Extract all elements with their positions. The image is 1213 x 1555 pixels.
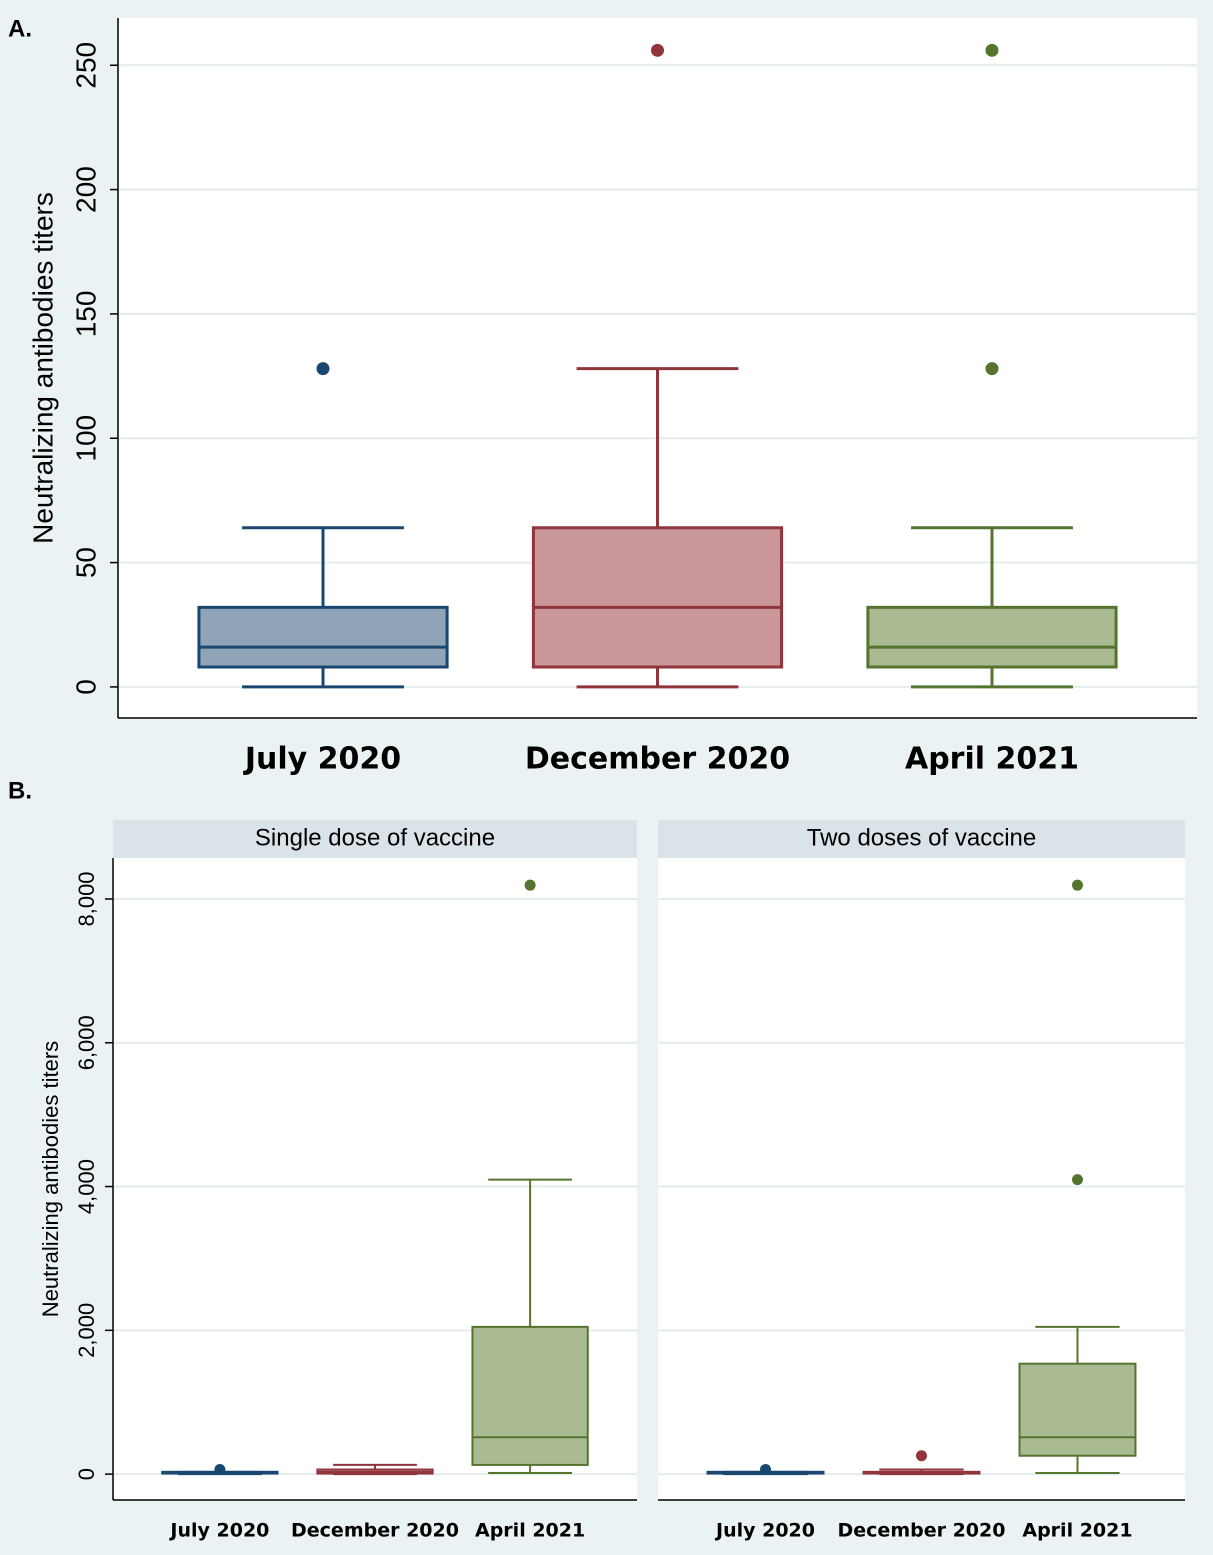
x-tick-label: April 2021 [475,1520,585,1542]
y-tick-label: 6,000 [74,1015,99,1070]
y-tick-label: 2,000 [74,1303,99,1358]
y-tick-label: 250 [70,42,101,89]
x-tick-label: December 2020 [838,1520,1006,1542]
outlier [916,1450,927,1462]
outlier [214,1464,226,1476]
facet-strip [658,820,1185,858]
y-axis-title: Neutralizing antibodies titers [38,1041,63,1317]
box [1018,1362,1137,1457]
y-tick-label: 8,000 [74,871,99,926]
y-tick-label: 100 [70,415,101,462]
y-axis-title: Neutralizing antibodies titers [27,192,58,544]
x-tick-label: July 2020 [168,1520,269,1542]
box [531,526,784,669]
y-tick-label: 200 [70,166,101,213]
box [471,1325,589,1466]
outlier [985,362,999,376]
x-tick-label: April 2021 [1022,1520,1132,1542]
x-tick-label: December 2020 [291,1520,459,1542]
x-tick-label: April 2021 [905,742,1079,777]
y-tick-label: 50 [70,547,101,578]
y-tick-label: 0 [74,1468,99,1480]
facet-title: Single dose of vaccine [255,824,495,851]
y-tick-label: 150 [70,291,101,338]
outlier [985,43,999,57]
facet-title: Two doses of vaccine [807,824,1036,851]
outlier [651,43,664,57]
outlier [760,1464,772,1476]
outlier [524,879,536,891]
outlier [1071,879,1083,891]
box [197,605,449,669]
y-tick-label: 0 [70,679,101,695]
y-tick-label: 4,000 [74,1159,99,1214]
outlier [316,362,330,376]
facet-strip [113,820,637,858]
box [866,605,1118,669]
x-tick-label: July 2020 [243,742,401,777]
x-tick-label: December 2020 [525,742,790,777]
x-tick-label: July 2020 [714,1520,815,1542]
panel-label: B. [8,777,32,804]
outlier [1071,1174,1083,1186]
panel-label: A. [8,15,32,42]
